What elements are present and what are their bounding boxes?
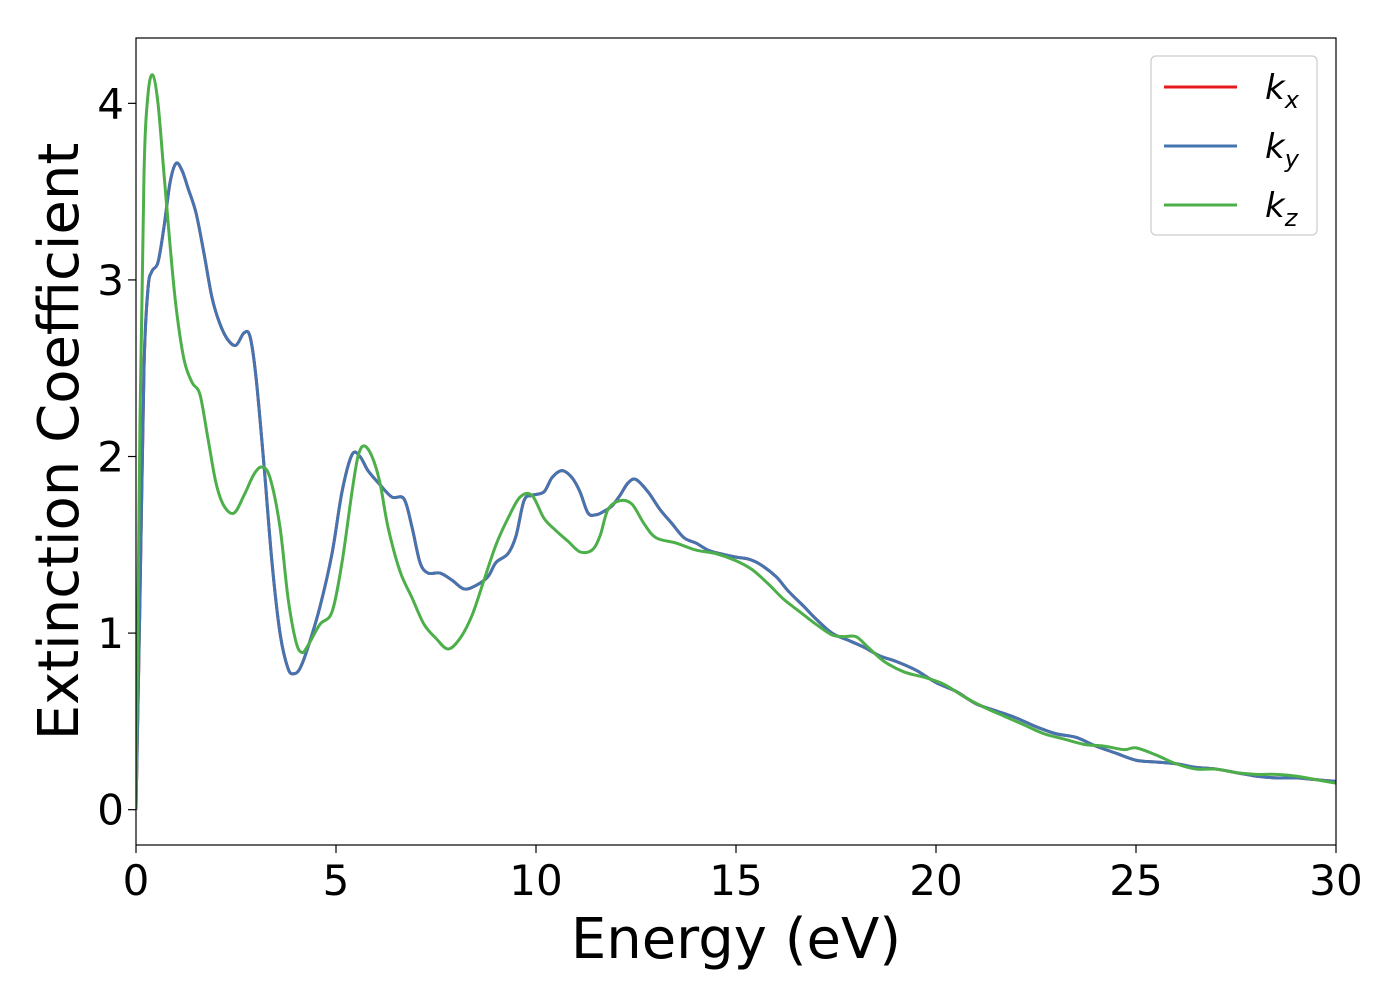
y-axis-title: Extinction Coefficient (27, 143, 92, 741)
x-tick-label: 25 (1109, 856, 1162, 905)
legend-label: kx (1265, 68, 1300, 114)
y-tick-label: 0 (97, 786, 124, 835)
series-line-k-z (136, 73, 1336, 810)
legend-label-subscript: x (1284, 86, 1300, 114)
legend-label-main: k (1265, 68, 1286, 108)
series-layer (136, 73, 1336, 810)
y-tick-label: 4 (97, 79, 124, 128)
legend-label-subscript: y (1284, 145, 1300, 173)
x-tick-label: 10 (509, 856, 562, 905)
y-tick-label: 1 (97, 609, 124, 658)
y-tick-label: 2 (97, 433, 124, 482)
x-tick-label: 20 (909, 856, 962, 905)
x-tick-label: 0 (123, 856, 150, 905)
y-tick-label: 3 (97, 256, 124, 305)
legend-label-main: k (1265, 127, 1286, 167)
x-axis-ticks: 0 5 10 15 20 25 30 (123, 845, 1363, 905)
series-line-k-y (136, 161, 1336, 810)
legend-label-subscript: z (1284, 204, 1299, 232)
x-tick-label: 5 (323, 856, 350, 905)
x-tick-label: 15 (709, 856, 762, 905)
legend-label: ky (1265, 127, 1300, 173)
x-axis-title: Energy (eV) (571, 907, 901, 972)
legend-label: kz (1265, 186, 1299, 232)
y-axis-ticks: 0 1 2 3 4 (97, 79, 136, 835)
legend-label-main: k (1265, 186, 1286, 226)
x-tick-label: 30 (1309, 856, 1362, 905)
